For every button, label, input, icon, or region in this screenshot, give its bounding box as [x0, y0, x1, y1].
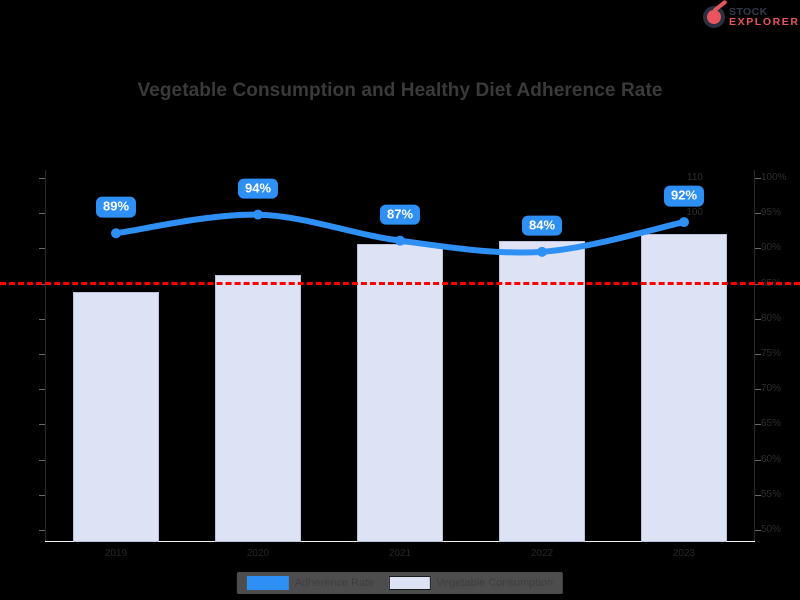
legend-item-line[interactable]: Adherence Rate [246, 576, 375, 590]
y-tick-left [39, 389, 45, 391]
plot-area: 110100908070605040302010 100%95%90%85%80… [0, 170, 800, 559]
legend-swatch-line [246, 576, 289, 590]
data-label: 87% [379, 204, 421, 225]
x-axis-label: 2020 [246, 548, 270, 559]
bar[interactable] [641, 234, 727, 542]
x-axis-label: 2023 [672, 548, 696, 559]
data-label: 92% [663, 185, 705, 207]
logo-wordmark: STOCK EXPLORER [729, 5, 800, 28]
y-axis-left [45, 170, 46, 542]
y-tick-right [755, 530, 761, 531]
legend-item-bar[interactable]: Vegetable Consumption [388, 576, 553, 590]
x-axis-label: 2019 [104, 548, 128, 559]
y-tick-label-right: 100% [761, 172, 787, 183]
y-tick-right [755, 354, 761, 355]
y-tick-left [39, 178, 45, 179]
y-tick-left [39, 424, 45, 426]
bar[interactable] [215, 274, 301, 542]
data-label: 89% [95, 196, 137, 218]
data-point-marker[interactable] [679, 217, 689, 228]
y-tick-label-right: 95% [761, 207, 782, 219]
data-point-marker[interactable] [395, 235, 405, 246]
y-tick-left [39, 494, 45, 496]
data-point-marker[interactable] [537, 246, 547, 257]
y-tick-right [755, 248, 761, 250]
bar[interactable] [499, 241, 585, 542]
y-tick-left [39, 354, 45, 355]
line-series [111, 209, 689, 257]
y-tick-label-left: 100 [686, 207, 703, 219]
legend-label-line: Adherence Rate [294, 577, 375, 589]
x-axis-label: 2021 [388, 548, 412, 559]
chart-legend: Adherence Rate Vegetable Consumption [236, 572, 564, 594]
y-tick-left [39, 530, 45, 531]
chart-title: Vegetable Consumption and Healthy Diet A… [137, 80, 663, 101]
y-tick-label-right: 70% [761, 383, 782, 395]
y-tick-right [755, 178, 761, 179]
y-tick-label-left: 110 [687, 172, 703, 183]
y-tick-label-right: 55% [761, 488, 782, 500]
y-tick-label-right: 75% [761, 348, 782, 359]
data-point-marker[interactable] [253, 209, 263, 220]
y-tick-right [755, 459, 761, 461]
y-tick-label-right: 60% [761, 453, 782, 465]
y-axis-right [754, 170, 755, 542]
y-tick-left [39, 318, 45, 320]
y-tick-label-right: 65% [761, 418, 782, 430]
y-tick-right [755, 494, 761, 496]
x-axis-label: 2022 [530, 548, 554, 559]
y-tick-left [39, 459, 45, 461]
y-tick-label-right: 90% [761, 242, 782, 254]
y-tick-right [755, 318, 761, 320]
data-point-marker[interactable] [111, 228, 121, 239]
logo-top-text: STOCK [729, 5, 768, 18]
y-tick-label-right: 50% [761, 524, 782, 535]
legend-swatch-bar [388, 576, 431, 590]
y-tick-right [755, 389, 761, 391]
brand-logo: STOCK EXPLORER [702, 0, 798, 30]
y-tick-left [39, 248, 45, 250]
y-tick-left [39, 213, 45, 215]
y-tick-label-right: 80% [761, 312, 782, 324]
bar[interactable] [73, 291, 159, 542]
threshold-line [0, 281, 800, 285]
logo-circle-slash-icon [702, 0, 728, 29]
data-point-markers [111, 209, 689, 257]
logo-bottom-text: EXPLORER [729, 16, 800, 28]
data-label: 84% [521, 215, 563, 237]
legend-label-bar: Vegetable Consumption [436, 577, 554, 589]
y-tick-right [755, 213, 761, 215]
y-tick-right [755, 424, 761, 426]
bar[interactable] [357, 244, 443, 542]
data-label: 94% [237, 178, 279, 199]
